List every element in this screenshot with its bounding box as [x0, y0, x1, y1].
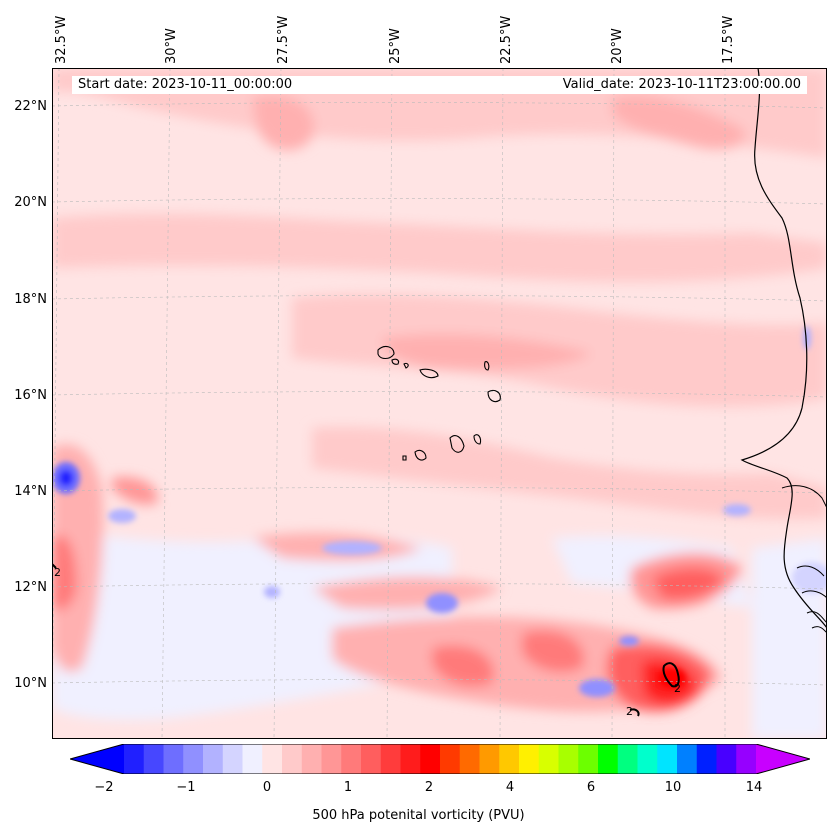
colorbar-tick-label: −2	[94, 781, 113, 794]
colorbar-swatch	[302, 744, 322, 774]
lon-label: 32.5°W	[55, 8, 68, 64]
colorbar-swatch	[499, 744, 519, 774]
colorbar-swatch	[559, 744, 579, 774]
colorbar-title: 500 hPa potenital vorticity (PVU)	[0, 808, 837, 823]
lon-label: 22.5°W	[500, 8, 513, 64]
colorbar-swatch	[717, 744, 737, 774]
colorbar-swatch	[638, 744, 658, 774]
lat-label: 20°N	[14, 196, 47, 209]
colorbar-swatches	[70, 744, 810, 774]
colorbar-swatch	[282, 744, 302, 774]
colorbar-swatch	[480, 744, 500, 774]
lon-label: 30°W	[165, 8, 178, 64]
contour-label: 2	[674, 682, 681, 695]
colorbar-swatch	[223, 744, 243, 774]
lat-label: 10°N	[14, 677, 47, 690]
colorbar-extend-min	[70, 744, 124, 774]
colorbar-swatch	[262, 744, 282, 774]
colorbar-swatch	[243, 744, 263, 774]
lat-label: 22°N	[14, 100, 47, 113]
valid-date-label: Valid_date: 2023-10-11T23:00:00.00	[563, 76, 801, 94]
colorbar-swatch	[618, 744, 638, 774]
colorbar-swatch	[420, 744, 440, 774]
colorbar-swatch	[183, 744, 203, 774]
colorbar-tick-label: 1	[344, 781, 352, 794]
colorbar-swatch	[381, 744, 401, 774]
lon-label: 27.5°W	[277, 8, 290, 64]
colorbar-swatch	[341, 744, 361, 774]
start-date-label: Start date: 2023-10-11_00:00:00	[78, 76, 292, 94]
lat-label: 16°N	[14, 389, 47, 402]
colorbar-tick-label: 10	[665, 781, 682, 794]
colorbar-swatch	[124, 744, 144, 774]
colorbar	[70, 744, 810, 774]
colorbar-swatch	[539, 744, 559, 774]
colorbar-swatch	[164, 744, 184, 774]
date-info-bar: Start date: 2023-10-11_00:00:00 Valid_da…	[72, 76, 807, 94]
colorbar-swatch	[361, 744, 381, 774]
colorbar-tick-label: 2	[425, 781, 433, 794]
map-frame: 2 2 2	[52, 68, 827, 739]
lat-label: 14°N	[14, 485, 47, 498]
pv-map: 2 2 2	[52, 68, 827, 739]
lon-label: 20°W	[611, 8, 624, 64]
colorbar-swatch	[657, 744, 677, 774]
contour-label: 2	[54, 566, 61, 579]
colorbar-swatch	[440, 744, 460, 774]
colorbar-swatch	[578, 744, 598, 774]
lon-label: 17.5°W	[722, 8, 735, 64]
colorbar-swatch	[697, 744, 717, 774]
colorbar-swatch	[598, 744, 618, 774]
lat-label: 18°N	[14, 293, 47, 306]
colorbar-tick-label: 4	[506, 781, 514, 794]
lon-label: 25°W	[389, 8, 402, 64]
contour-label: 2	[626, 705, 633, 718]
colorbar-swatch	[519, 744, 539, 774]
colorbar-swatch	[144, 744, 164, 774]
colorbar-swatch	[677, 744, 697, 774]
colorbar-tick-label: 14	[746, 781, 763, 794]
colorbar-extend-max	[756, 744, 810, 774]
colorbar-tick-label: −1	[176, 781, 195, 794]
colorbar-tick-label: 6	[587, 781, 595, 794]
colorbar-swatch	[460, 744, 480, 774]
colorbar-swatch	[322, 744, 342, 774]
colorbar-swatch	[203, 744, 223, 774]
colorbar-tick-label: 0	[263, 781, 271, 794]
lat-label: 12°N	[14, 581, 47, 594]
colorbar-swatch	[401, 744, 421, 774]
colorbar-swatch	[736, 744, 756, 774]
